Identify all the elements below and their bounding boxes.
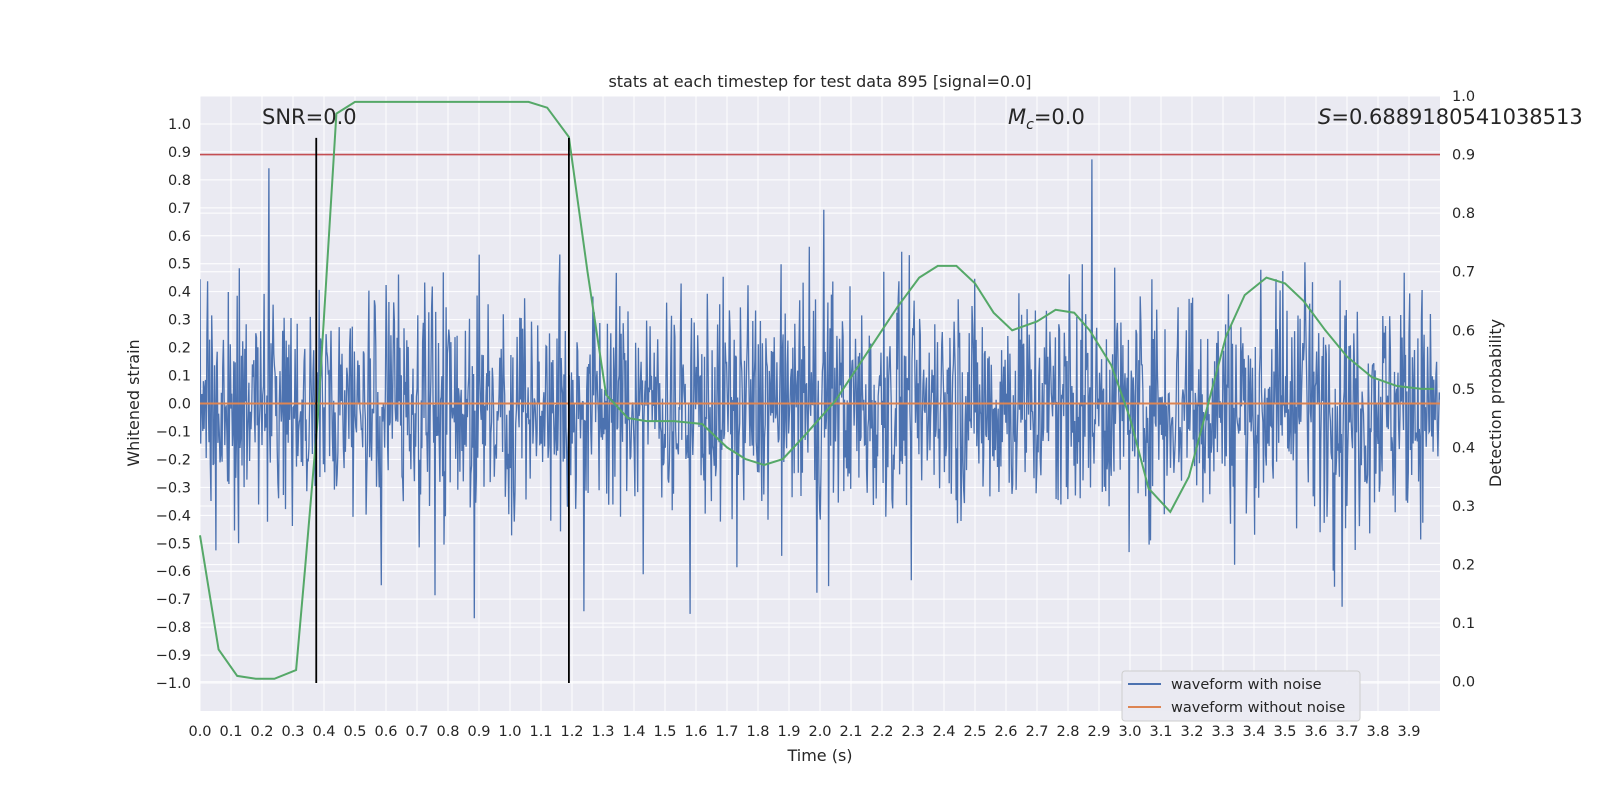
x-tick-label: 0.2: [250, 724, 273, 740]
x-tick-label: 1.8: [746, 724, 769, 740]
y-tick-label: 0.1: [168, 369, 191, 385]
y-tick-label: −0.5: [156, 536, 191, 552]
x-tick-label: 0.4: [312, 724, 335, 740]
x-tick-label: 0.9: [467, 724, 490, 740]
x-tick-label: 2.2: [870, 724, 893, 740]
x-tick-label: 3.4: [1242, 724, 1265, 740]
x-tick-label: 2.5: [963, 724, 986, 740]
x-tick-label: 3.9: [1397, 724, 1420, 740]
y-tick-label: −1.0: [156, 676, 191, 692]
y2-tick-label: 0.3: [1452, 499, 1475, 515]
x-tick-label: 0.8: [436, 724, 459, 740]
x-tick-label: 1.5: [653, 724, 676, 740]
y-tick-label: −0.8: [156, 620, 191, 636]
x-tick-label: 3.2: [1180, 724, 1203, 740]
mc-annotation: Mc=0.0: [1008, 105, 1085, 133]
x-tick-label: 3.8: [1366, 724, 1389, 740]
tick-layer: 0.0 0.1 0.2 0.3 0.4 0.5 0.6 0.7 0.8 0.9 1.0 1.1 1.2 1…: [156, 89, 1475, 740]
y2-tick-label: 0.2: [1452, 558, 1475, 574]
y-tick-label: −0.2: [156, 452, 191, 468]
x-tick-label: 1.3: [591, 724, 614, 740]
series-layer: [200, 159, 1440, 619]
y-tick-label: 1.0: [168, 117, 191, 133]
y-tick-label: 0.2: [168, 341, 191, 357]
y2-tick-label: 0.9: [1452, 148, 1475, 164]
chart-title: stats at each timestep for test data 895…: [608, 72, 1031, 91]
x-tick-label: 2.8: [1056, 724, 1079, 740]
x-tick-label: 3.1: [1149, 724, 1172, 740]
y2-tick-label: 0.8: [1452, 206, 1475, 222]
x-tick-label: 0.6: [374, 724, 397, 740]
series-waveform-with-noise: [200, 159, 1440, 619]
y-tick-label: 0.8: [168, 173, 191, 189]
x-tick-label: 2.6: [994, 724, 1017, 740]
legend-label-clean: waveform without noise: [1171, 700, 1345, 716]
x-tick-label: 3.0: [1118, 724, 1141, 740]
y-tick-label: 0.6: [168, 229, 191, 245]
y-tick-label: −0.9: [156, 648, 191, 664]
x-tick-label: 0.5: [343, 724, 366, 740]
snr-annotation: SNR=0.0: [262, 105, 357, 129]
y-tick-label: 0.7: [168, 201, 191, 217]
y2-tick-label: 0.1: [1452, 616, 1475, 632]
x-tick-label: 1.6: [684, 724, 707, 740]
overlay-layer: [199, 100, 1440, 684]
s-symbol: S: [1318, 105, 1331, 129]
y-axis-label: Whitened strain: [124, 339, 143, 466]
mc-symbol: M: [1008, 105, 1026, 129]
x-axis-label: Time (s): [786, 746, 852, 765]
x-tick-label: 1.0: [498, 724, 521, 740]
y-tick-label: −0.1: [156, 424, 191, 440]
y-tick-label: −0.7: [156, 592, 191, 608]
x-tick-label: 0.7: [405, 724, 428, 740]
x-tick-label: 1.1: [529, 724, 552, 740]
legend-box: [1121, 670, 1361, 722]
x-tick-label: 0.0: [188, 724, 211, 740]
x-tick-label: 2.0: [808, 724, 831, 740]
legend-label-noise: waveform with noise: [1171, 677, 1322, 693]
x-tick-label: 2.3: [901, 724, 924, 740]
y-tick-label: 0.9: [168, 145, 191, 161]
y-tick-label: 0.4: [168, 285, 191, 301]
x-tick-label: 3.6: [1304, 724, 1327, 740]
x-tick-label: 2.9: [1087, 724, 1110, 740]
x-tick-label: 0.1: [219, 724, 242, 740]
y2-axis-label: Detection probability: [1486, 319, 1505, 487]
y2-tick-label: 0.0: [1452, 675, 1475, 691]
x-tick-label: 1.7: [715, 724, 738, 740]
y-tick-label: 0.0: [168, 397, 191, 413]
y2-tick-label: 0.7: [1452, 265, 1475, 281]
series-detection-probability: [199, 100, 1434, 680]
y-tick-label: −0.3: [156, 480, 191, 496]
y-tick-label: 0.3: [168, 313, 191, 329]
x-tick-label: 2.7: [1025, 724, 1048, 740]
mc-value: =0.0: [1034, 105, 1085, 129]
x-tick-label: 2.4: [932, 724, 955, 740]
y2-tick-label: 0.6: [1452, 323, 1475, 339]
y-tick-label: −0.6: [156, 564, 191, 580]
y2-tick-label: 0.4: [1452, 440, 1475, 456]
legend: waveform with noise waveform without noi…: [1121, 670, 1361, 722]
y-tick-label: 0.5: [168, 257, 191, 273]
x-tick-label: 2.1: [839, 724, 862, 740]
x-tick-label: 3.5: [1273, 724, 1296, 740]
s-value: =0.6889180541038513: [1331, 105, 1582, 129]
x-tick-label: 3.3: [1211, 724, 1234, 740]
y2-tick-label: 1.0: [1452, 89, 1475, 105]
x-tick-label: 1.2: [560, 724, 583, 740]
mc-subscript: c: [1026, 117, 1034, 133]
x-tick-label: 0.3: [281, 724, 304, 740]
y-tick-label: −0.4: [156, 508, 191, 524]
x-tick-label: 1.4: [622, 724, 645, 740]
x-tick-label: 3.7: [1335, 724, 1358, 740]
y2-tick-label: 0.5: [1452, 382, 1475, 398]
s-annotation: S=0.6889180541038513: [1318, 105, 1583, 129]
x-tick-label: 1.9: [777, 724, 800, 740]
